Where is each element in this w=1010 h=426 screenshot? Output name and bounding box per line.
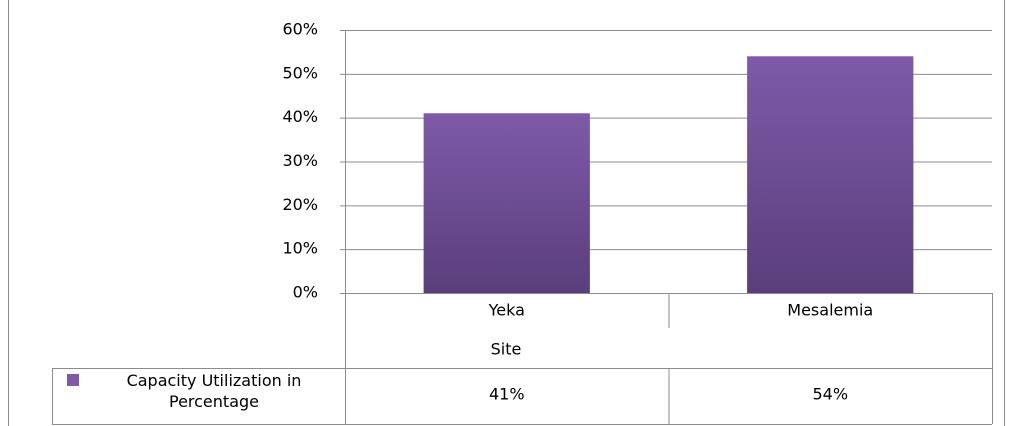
y-tick-label: 30% (282, 151, 318, 170)
chart-frame (8, 0, 1005, 426)
y-tick-label: 10% (282, 239, 318, 258)
x-tick-label: Mesalemia (787, 301, 873, 320)
bar (423, 113, 590, 294)
x-axis-label: Site (491, 340, 522, 359)
y-tick-label: 60% (282, 20, 318, 39)
y-tick-label: 40% (282, 107, 318, 126)
y-tick-label: 0% (293, 283, 318, 302)
legend-entry: Capacity Utilization in Percentage (126, 371, 302, 411)
y-tick-label: 20% (282, 195, 318, 214)
y-tick-label: 50% (282, 63, 318, 82)
bar (747, 56, 914, 293)
table-value: 54% (812, 385, 848, 404)
table-value: 41% (489, 385, 525, 404)
x-tick-label: Yeka (488, 301, 525, 320)
legend-swatch (67, 374, 79, 386)
